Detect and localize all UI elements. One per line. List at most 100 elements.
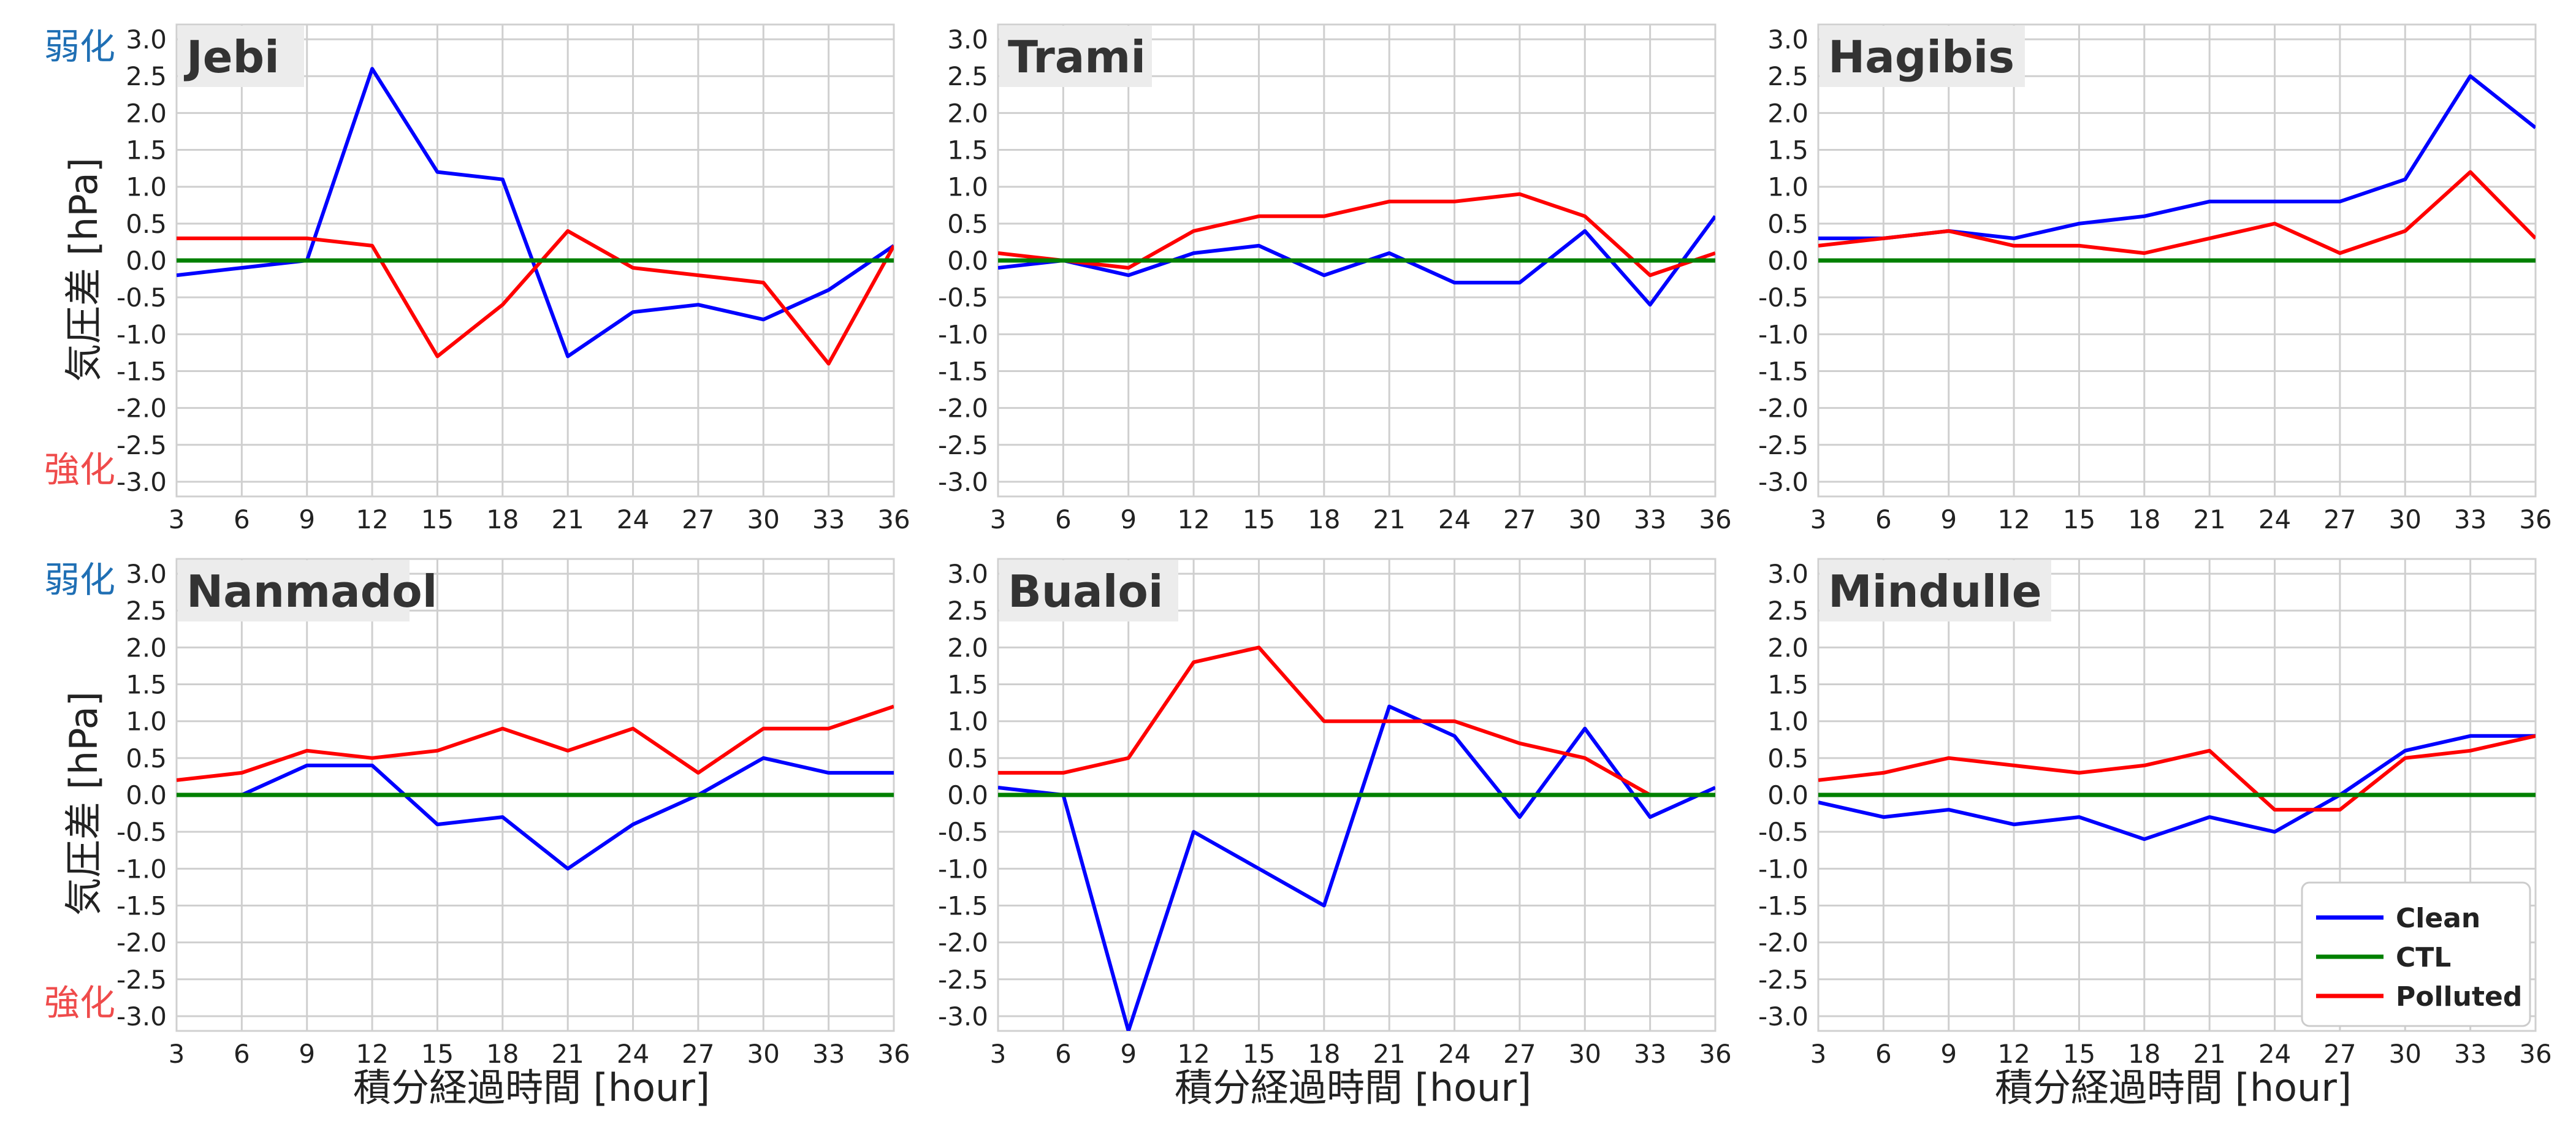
panel-title-bg [1820, 560, 2051, 621]
panel-trami: 3.0 2.5 2.0 1.5 1.0 0.5 0.0 -0.5 -1.0 -1.5 -2.0 -2.… [938, 23, 1732, 534]
legend: Clean CTL Polluted [2301, 881, 2531, 1027]
x-tick-label: 21 [2193, 504, 2225, 534]
x-tick-label: 24 [617, 504, 649, 534]
x-tick-label: 12 [1997, 504, 2030, 534]
y-tick-label: 1.5 [126, 670, 167, 700]
panel-title-bg [999, 560, 1178, 621]
legend-label-ctl: CTL [2396, 942, 2451, 973]
y-tick-label: 2.0 [1767, 98, 1808, 128]
y-tick-label: -1.5 [116, 891, 167, 921]
y-tick-label: -3.0 [1758, 467, 1808, 497]
y-tick-label: 1.5 [947, 670, 988, 700]
series-line-clean [998, 704, 1715, 1031]
y-tick-label: 0.5 [1767, 209, 1808, 239]
x-tick-label: 36 [1699, 1039, 1731, 1069]
x-tick-label: 9 [1120, 504, 1137, 534]
y-tick-label: -1.0 [1758, 319, 1808, 349]
y-tick-label: -3.0 [116, 467, 167, 497]
x-tick-label: 36 [2519, 504, 2551, 534]
y-tick-label: 2.5 [126, 61, 167, 91]
x-tick-label: 6 [1875, 1039, 1892, 1069]
y-tick-label: -1.0 [116, 319, 167, 349]
x-tick-label: 36 [877, 1039, 910, 1069]
y-tick-label: -0.5 [938, 283, 988, 313]
y-tick-label: -0.5 [938, 817, 988, 847]
x-tick-label: 36 [877, 504, 910, 534]
x-tick-label: 15 [2063, 1039, 2095, 1069]
y-tick-label: -1.0 [1758, 854, 1808, 884]
series-line-polluted [1818, 170, 2536, 255]
y-tick-label: -1.5 [1758, 356, 1808, 386]
x-tick-label: 27 [2323, 1039, 2356, 1069]
x-axis-label-left: 積分経過時間 [hour] [353, 1065, 710, 1110]
y-tick-label: -1.0 [938, 854, 988, 884]
x-tick-label: 3 [990, 504, 1007, 534]
panel-title: Mindulle [1828, 566, 2042, 617]
y-tick-label: 1.0 [1767, 172, 1808, 202]
panel-title: Jebi [183, 31, 280, 83]
y-tick-label: 0.5 [126, 209, 167, 239]
y-tick-label: -2.0 [1758, 928, 1808, 958]
panel-title: Nanmadol [186, 566, 437, 617]
x-tick-label: 24 [1438, 504, 1471, 534]
y-tick-label: -1.5 [1758, 891, 1808, 921]
x-tick-label: 24 [617, 1039, 649, 1069]
x-tick-label: 27 [2323, 504, 2356, 534]
y-tick-label: 3.0 [1767, 25, 1808, 55]
y-tick-label: -1.0 [116, 854, 167, 884]
panel-title: Bualoi [1008, 566, 1164, 617]
x-tick-label: 6 [1055, 504, 1072, 534]
series-line-clean [177, 756, 894, 871]
y-tick-label: 2.0 [947, 633, 988, 663]
strengthening-note-bottom: 強化 [44, 982, 115, 1024]
y-tick-label: 1.5 [1767, 670, 1808, 700]
x-tick-label: 3 [169, 504, 185, 534]
y-tick-label: 1.5 [126, 135, 167, 165]
x-tick-label: 6 [1055, 1039, 1072, 1069]
x-tick-label: 33 [2454, 1039, 2486, 1069]
y-tick-label: 1.0 [947, 707, 988, 737]
y-tick-label: 3.0 [126, 25, 167, 55]
y-tick-label: 0.0 [1767, 246, 1808, 276]
x-tick-label: 33 [2454, 504, 2486, 534]
y-tick-label: 0.5 [126, 743, 167, 773]
x-tick-label: 9 [1940, 504, 1957, 534]
y-tick-label: 0.0 [126, 246, 167, 276]
x-tick-label: 21 [1373, 1039, 1405, 1069]
x-tick-label: 33 [1634, 1039, 1666, 1069]
x-tick-label: 15 [1243, 1039, 1275, 1069]
y-tick-label: 0.0 [947, 246, 988, 276]
x-tick-label: 12 [1997, 1039, 2030, 1069]
x-tick-label: 24 [2258, 1039, 2291, 1069]
x-tick-label: 12 [1177, 1039, 1210, 1069]
panels: 3.0 2.5 2.0 1.5 1.0 0.5 0.0 -0.5 -1.0 -1.5 -2.0 -2.… [116, 23, 2552, 1069]
x-tick-label: 9 [299, 1039, 315, 1069]
x-tick-label: 3 [1810, 504, 1827, 534]
panel-title-bg [999, 26, 1152, 87]
x-tick-label: 30 [2389, 1039, 2422, 1069]
y-tick-label: -2.0 [1758, 393, 1808, 424]
x-tick-label: 9 [299, 504, 315, 534]
x-tick-label: 24 [1438, 1039, 1471, 1069]
y-tick-label: 1.0 [1767, 707, 1808, 737]
x-tick-label: 30 [1569, 504, 1601, 534]
y-tick-label: -2.5 [1758, 965, 1808, 995]
x-tick-label: 21 [2193, 1039, 2225, 1069]
x-tick-label: 18 [1308, 1039, 1340, 1069]
y-tick-label: -1.5 [938, 356, 988, 386]
series-line-polluted [998, 645, 1715, 797]
x-tick-label: 33 [1634, 504, 1666, 534]
y-tick-label: 2.5 [126, 596, 167, 626]
x-tick-label: 36 [2519, 1039, 2551, 1069]
y-tick-label: 2.5 [1767, 596, 1808, 626]
x-tick-label: 15 [1243, 504, 1275, 534]
y-tick-label: -2.0 [938, 393, 988, 424]
x-tick-label: 3 [990, 1039, 1007, 1069]
x-tick-label: 6 [234, 504, 250, 534]
y-tick-label: -2.5 [116, 965, 167, 995]
panel-title: Trami [1008, 31, 1146, 83]
weakening-note-bottom: 弱化 [44, 559, 115, 601]
y-tick-label: -2.0 [116, 393, 167, 424]
x-tick-label: 18 [2128, 504, 2160, 534]
y-tick-label: -1.0 [938, 319, 988, 349]
